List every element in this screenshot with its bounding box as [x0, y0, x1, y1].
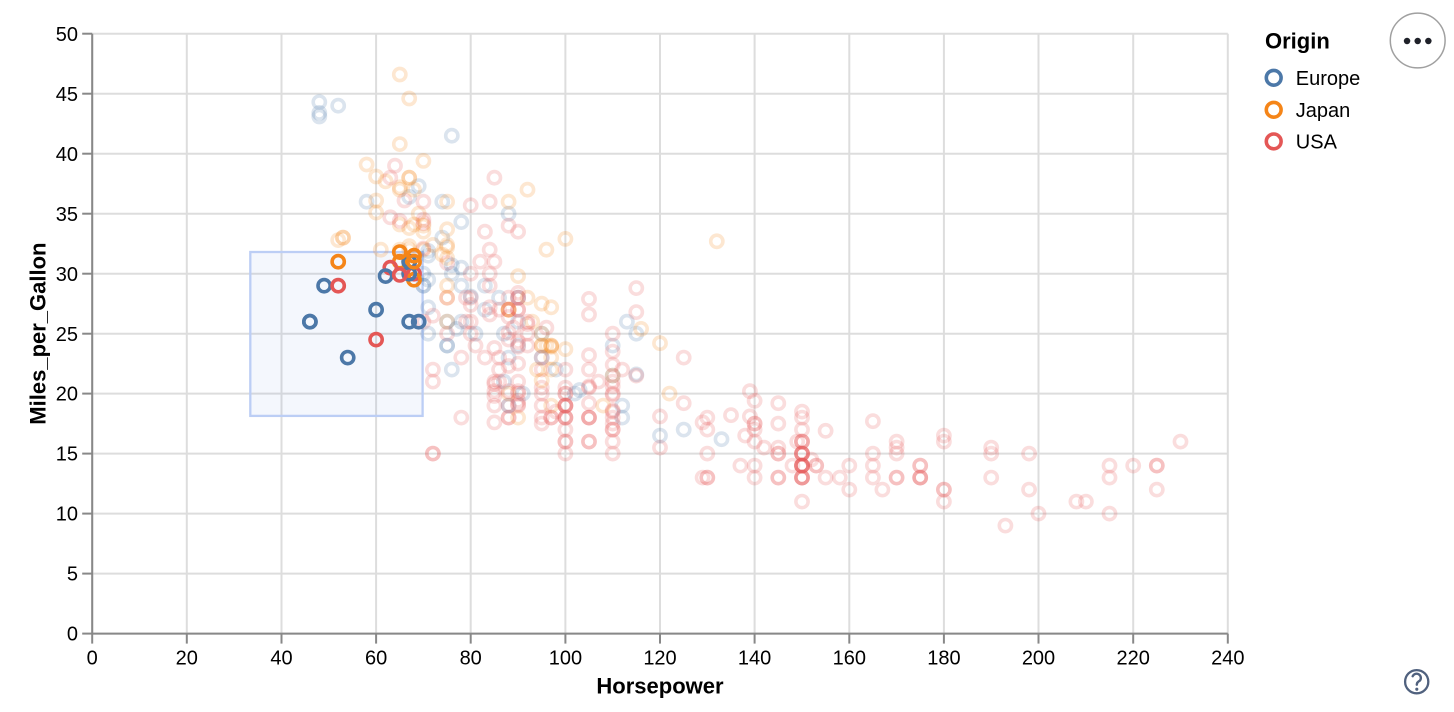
- svg-text:60: 60: [365, 648, 387, 670]
- svg-text:120: 120: [643, 648, 676, 670]
- svg-text:40: 40: [270, 648, 292, 670]
- svg-text:100: 100: [549, 648, 582, 670]
- svg-text:35: 35: [56, 204, 78, 226]
- svg-text:180: 180: [927, 648, 960, 670]
- svg-text:Europe: Europe: [1296, 68, 1361, 90]
- svg-text:15: 15: [56, 444, 78, 466]
- svg-text:USA: USA: [1296, 132, 1338, 154]
- svg-text:20: 20: [176, 648, 198, 670]
- svg-text:30: 30: [56, 264, 78, 286]
- svg-text:20: 20: [56, 384, 78, 406]
- svg-text:45: 45: [56, 84, 78, 106]
- svg-text:0: 0: [87, 648, 98, 670]
- svg-text:Japan: Japan: [1296, 100, 1351, 122]
- svg-text:5: 5: [67, 564, 78, 586]
- svg-text:Horsepower: Horsepower: [596, 673, 724, 698]
- svg-text:200: 200: [1022, 648, 1055, 670]
- svg-text:40: 40: [56, 144, 78, 166]
- svg-text:240: 240: [1211, 648, 1244, 670]
- svg-text:10: 10: [56, 504, 78, 526]
- svg-text:25: 25: [56, 324, 78, 346]
- svg-text:160: 160: [833, 648, 866, 670]
- svg-text:80: 80: [460, 648, 482, 670]
- svg-text:50: 50: [56, 24, 78, 46]
- svg-text:Origin: Origin: [1265, 29, 1330, 54]
- svg-text:Miles_per_Gallon: Miles_per_Gallon: [26, 243, 51, 425]
- svg-text:140: 140: [738, 648, 771, 670]
- svg-text:0: 0: [67, 624, 78, 646]
- svg-text:220: 220: [1117, 648, 1150, 670]
